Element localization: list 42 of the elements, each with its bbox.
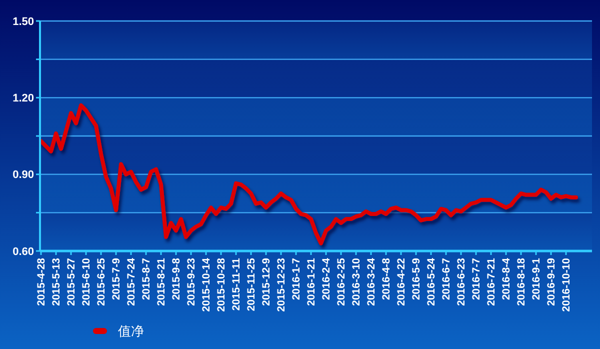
- x-tick-label: 2016-8-18: [516, 258, 528, 306]
- x-tick-label: 2016-6-7: [440, 258, 453, 300]
- x-tick-label: 2015-11-11: [230, 258, 243, 311]
- x-tick-label: 2016-7-21: [486, 258, 498, 306]
- x-tick-label: 2016-7-7: [470, 258, 483, 300]
- y-tick-label: 0.90: [12, 169, 34, 182]
- x-tick-label: 2016-9-1: [530, 258, 543, 300]
- x-tick-label: 2015-9-23: [186, 258, 198, 306]
- x-tick-label: 2015-6-25: [96, 258, 108, 306]
- x-tick-label: 2015-4-28: [36, 258, 48, 306]
- x-tick-label: 2015-8-7: [140, 258, 153, 300]
- x-tick-label: 2015-12-23: [276, 258, 288, 312]
- x-tick-label: 2016-9-19: [546, 258, 558, 306]
- x-tick-label: 2015-9-8: [170, 258, 183, 300]
- x-tick-label: 2016-1-21: [306, 258, 318, 306]
- x-tick-label: 2016-2-4: [320, 258, 333, 300]
- x-tick-label: 2016-3-10: [350, 258, 363, 306]
- x-tick-label: 2015-8-21: [156, 258, 168, 306]
- x-tick-label: 2015-6-10: [80, 258, 93, 306]
- line-series: [39, 103, 578, 246]
- x-tick-label: 2016-1-7: [290, 258, 303, 300]
- x-tick-label: 2015-11-25: [246, 258, 258, 312]
- x-tick-label: 2016-5-9: [410, 258, 423, 300]
- x-tick-label: 2015-7-9: [110, 258, 123, 300]
- x-tick-label: 2016-4-22: [396, 258, 408, 306]
- x-tick-label: 2015-7-24: [126, 258, 138, 306]
- x-tick-label: 2016-3-24: [366, 258, 378, 306]
- x-tick-label: 2016-10-10: [560, 258, 573, 312]
- x-tick-label: 2015-10-14: [200, 258, 213, 312]
- x-tick-label: 2016-4-8: [380, 258, 393, 300]
- y-tick-label: 0.60: [12, 246, 34, 258]
- y-tick-label: 1.20: [12, 92, 34, 105]
- x-tick-label: 2015-5-27: [66, 258, 78, 306]
- x-tick-label: 2016-5-24: [426, 258, 438, 306]
- x-tick-label: 2016-8-4: [500, 258, 513, 300]
- legend-label: 值净: [118, 324, 144, 339]
- x-tick-label: 2015-10-28: [216, 258, 228, 312]
- x-tick-label: 2015-5-13: [50, 258, 63, 306]
- y-tick-label: 1.50: [12, 16, 34, 28]
- x-tick-label: 2016-6-23: [456, 258, 468, 306]
- x-tick-label: 2016-2-25: [336, 258, 348, 306]
- x-tick-label: 2015-12-9: [260, 258, 273, 306]
